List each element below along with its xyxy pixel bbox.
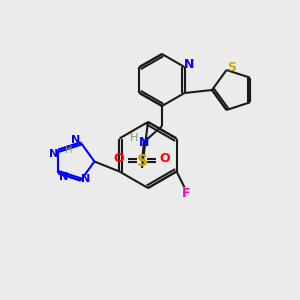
Text: S: S <box>227 61 236 74</box>
Text: O: O <box>114 152 124 166</box>
Text: F: F <box>182 187 191 200</box>
Text: H: H <box>65 146 72 155</box>
Text: N: N <box>81 173 90 184</box>
Text: N: N <box>58 172 68 182</box>
Text: N: N <box>49 149 58 159</box>
Text: O: O <box>160 152 170 166</box>
Text: N: N <box>139 136 149 148</box>
Text: S: S <box>136 154 148 169</box>
Text: N: N <box>71 136 80 146</box>
Text: H: H <box>130 133 138 143</box>
Text: N: N <box>184 58 195 70</box>
